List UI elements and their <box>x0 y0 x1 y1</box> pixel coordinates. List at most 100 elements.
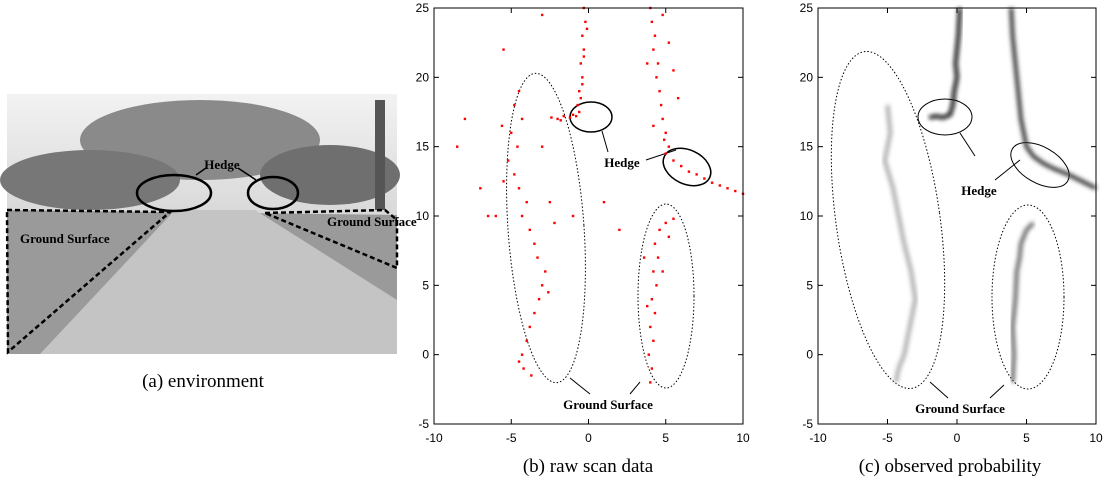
scan-point <box>549 201 551 203</box>
scan-point <box>487 215 489 217</box>
scan-point <box>507 159 509 161</box>
scan-point <box>688 170 690 172</box>
scan-point <box>513 173 515 175</box>
scan-point <box>536 256 538 258</box>
scan-point <box>559 119 561 121</box>
scan-point <box>654 312 656 314</box>
hedge-label: Hedge <box>961 183 997 198</box>
caption: (a) environment <box>142 371 265 392</box>
annotations-b <box>497 71 717 394</box>
scan-point <box>526 340 528 342</box>
x-tick-label: -5 <box>882 431 893 445</box>
scan-point <box>654 35 656 37</box>
ground-label: Ground Surface <box>563 397 653 412</box>
y-tick-label: -5 <box>418 417 429 431</box>
y-tick-label: 5 <box>422 278 429 292</box>
scan-point <box>657 62 659 64</box>
scan-point <box>541 14 543 16</box>
scan-point <box>533 243 535 245</box>
density-trace <box>1011 8 1096 188</box>
caption: (b) raw scan data <box>523 456 654 477</box>
scan-point <box>581 83 583 85</box>
scan-point <box>680 165 682 167</box>
scan-point <box>665 222 667 224</box>
scan-point <box>495 215 497 217</box>
scan-point <box>651 298 653 300</box>
scan-point <box>661 270 663 272</box>
scan-point <box>510 132 512 134</box>
x-tick-label: 10 <box>736 431 750 445</box>
scan-point <box>583 48 585 50</box>
scan-point <box>501 125 503 127</box>
scan-point <box>646 305 648 307</box>
scan-point <box>652 270 654 272</box>
scan-point <box>581 35 583 37</box>
scan-point <box>521 215 523 217</box>
scan-point <box>538 298 540 300</box>
scan-point <box>578 111 580 113</box>
x-tick-label: 0 <box>585 431 592 445</box>
scan-point <box>516 145 518 147</box>
scan-point <box>668 145 670 147</box>
scan-point <box>658 90 660 92</box>
scan-point <box>553 222 555 224</box>
y-tick-label: 25 <box>416 1 430 15</box>
y-tick-label: 20 <box>416 70 430 84</box>
scan-point <box>456 145 458 147</box>
scan-point <box>586 28 588 30</box>
scan-point <box>533 312 535 314</box>
density-trace <box>929 8 960 118</box>
hedge-label: Hedge <box>604 155 640 170</box>
scan-point <box>526 201 528 203</box>
scan-point <box>521 353 523 355</box>
y-tick-label: 0 <box>422 348 429 362</box>
ground-label: Ground Surface <box>327 214 417 229</box>
y-tick-label: 0 <box>806 348 813 362</box>
y-tick-label: 10 <box>800 209 814 223</box>
plot-frame <box>434 8 743 424</box>
ground-label: Ground Surface <box>20 231 110 246</box>
scan-point <box>569 116 571 118</box>
scan-point <box>547 291 549 293</box>
x-tick-label: 5 <box>1023 431 1030 445</box>
scan-point <box>726 187 728 189</box>
scan-point <box>672 69 674 71</box>
y-tick-label: 25 <box>800 1 814 15</box>
scan-point <box>668 41 670 43</box>
scan-point <box>581 76 583 78</box>
scan-point <box>513 104 515 106</box>
x-tick-label: 0 <box>954 431 961 445</box>
scan-point <box>651 21 653 23</box>
scan-point <box>550 116 552 118</box>
x-tick-label: -10 <box>809 431 827 445</box>
scan-point <box>572 114 574 116</box>
scan-point <box>651 367 653 369</box>
hedge-label: Hedge <box>204 157 240 172</box>
scan-point <box>479 187 481 189</box>
scan-point <box>649 381 651 383</box>
scan-point <box>695 173 697 175</box>
scan-point <box>643 256 645 258</box>
scan-point <box>646 62 648 64</box>
scan-point <box>649 326 651 328</box>
scan-point <box>657 256 659 258</box>
caption: (c) observed probability <box>859 456 1042 477</box>
annotations-c <box>813 44 1077 398</box>
scan-point <box>734 190 736 192</box>
density-trace <box>1013 223 1034 382</box>
x-tick-label: 10 <box>1089 431 1103 445</box>
scan-point <box>677 97 679 99</box>
scan-point <box>576 104 578 106</box>
y-tick-label: 20 <box>800 70 814 84</box>
density-trace <box>885 105 916 382</box>
scan-point <box>502 48 504 50</box>
scan-point <box>544 270 546 272</box>
scan-point <box>655 284 657 286</box>
scan-point <box>464 118 466 120</box>
scan-point <box>522 367 524 369</box>
scan-point <box>672 218 674 220</box>
scan-point <box>583 55 585 57</box>
figure: Hedge Ground Surface Ground Surface (a) … <box>0 0 1109 491</box>
scan-point <box>580 97 582 99</box>
scan-point <box>521 118 523 120</box>
